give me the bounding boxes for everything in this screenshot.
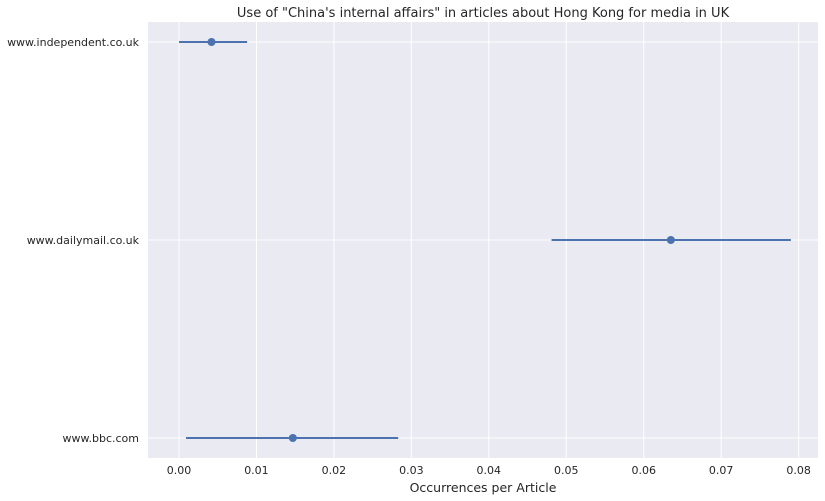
data-layer: [178, 38, 791, 442]
data-point: [666, 236, 675, 244]
y-tick-label: www.independent.co.uk: [7, 36, 140, 49]
x-tick-label: 0.07: [709, 464, 734, 477]
chart-title: Use of "China's internal affairs" in art…: [237, 6, 730, 21]
x-tick-label: 0.00: [167, 464, 192, 477]
data-point: [288, 434, 297, 442]
y-tick-label: www.bbc.com: [63, 432, 139, 445]
y-axis-ticks: www.independent.co.uk www.dailymail.co.uk…: [7, 36, 140, 445]
x-tick-label: 0.01: [244, 464, 269, 477]
x-tick-label: 0.08: [786, 464, 811, 477]
x-tick-label: 0.03: [399, 464, 424, 477]
x-tick-label: 0.04: [477, 464, 502, 477]
x-tick-label: 0.06: [631, 464, 656, 477]
x-tick-label: 0.05: [554, 464, 579, 477]
y-tick-label: www.dailymail.co.uk: [27, 234, 140, 247]
x-tick-label: 0.02: [322, 464, 347, 477]
x-axis-ticks: 0.00 0.01 0.02 0.03 0.04 0.05 0.06 0.07 0.08: [167, 464, 811, 477]
x-axis-label: Occurrences per Article: [410, 480, 557, 495]
data-point: [207, 38, 216, 46]
